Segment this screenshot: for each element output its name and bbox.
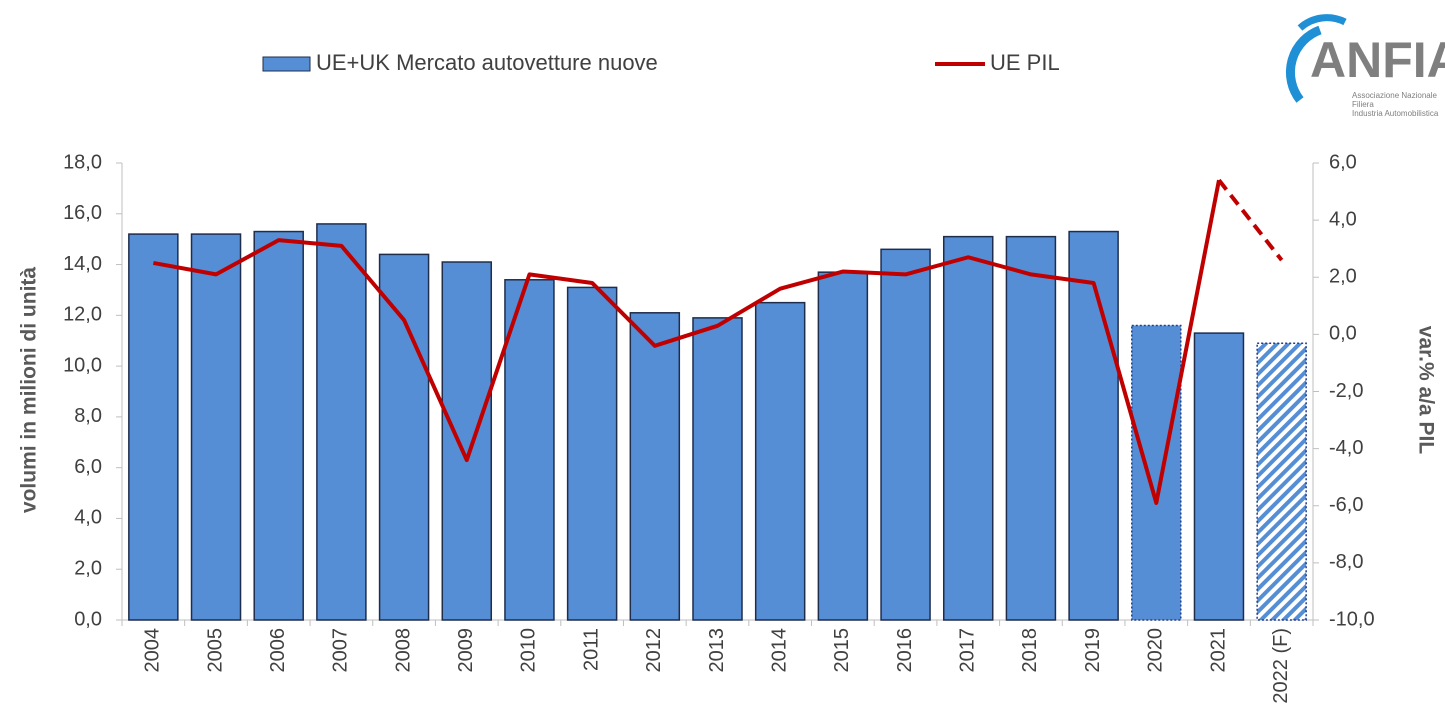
y-tick-label: 4,0 [74,507,102,529]
bar [754,301,806,621]
line-forecast [1217,178,1284,262]
line [152,179,1221,505]
y-tick-label: 0,0 [74,608,102,630]
y-tick-label: 14,0 [63,253,102,275]
bar [692,317,743,621]
x-tick-label: 2007 [330,628,352,673]
y2-tick-label: 4,0 [1329,208,1357,230]
x-tick-label: 2010 [518,628,540,673]
y-axis-label: volumi in milioni di unità [18,267,41,513]
x-tick-label: 2019 [1082,628,1104,673]
logo-subtext: Filiera [1352,100,1374,109]
y-tick-label: 8,0 [74,405,102,427]
bar [1005,235,1057,621]
bar [566,286,618,621]
y2-tick-label: -10,0 [1329,608,1375,630]
x-tick-label: 2008 [392,628,414,673]
bar [817,271,869,621]
y-tick-label: 12,0 [63,304,102,326]
y2-tick-label: -2,0 [1329,380,1363,402]
y2-tick-label: -6,0 [1329,494,1363,516]
x-tick-label: 2006 [267,628,289,673]
bar [880,248,931,621]
y-tick-label: 10,0 [63,354,102,376]
bar [1131,324,1182,621]
x-tick-label: 2018 [1019,628,1041,673]
x-tick-label: 2004 [142,628,164,673]
x-tick-label: 2016 [894,628,916,673]
logo-arc [1297,14,1347,31]
y-tick-label: 2,0 [74,558,102,580]
y2-tick-label: 0,0 [1329,323,1357,345]
x-tick-label: 2020 [1145,628,1167,673]
x-tick-label: 2009 [455,628,477,673]
x-tick-label: 2013 [706,628,728,673]
bar [1193,332,1245,621]
logo: ANFIA Associazione Nazionale Filiera Ind… [1285,14,1445,118]
x-tick-label: 2014 [768,628,790,673]
bar [253,230,304,621]
legend-label: UE PIL [990,50,1060,75]
bar [441,261,493,621]
y2-tick-label: -4,0 [1329,437,1363,459]
x-tick-label: 2022 (F) [1270,628,1292,704]
logo-subtext: Industria Automobilistica [1352,109,1439,118]
bar [378,253,430,621]
logo-arc [1285,25,1322,103]
y2-axis-label: var.% a/a PIL [1414,326,1437,455]
logo-text: ANFIA [1310,32,1445,88]
bar [316,223,367,621]
bar [629,312,681,621]
bar [1068,230,1119,621]
legend-swatch [262,56,311,72]
y2-tick-label: 2,0 [1329,266,1357,288]
y-tick-label: 18,0 [63,151,102,173]
y2-tick-label: 6,0 [1329,151,1357,173]
legend-label: UE+UK Mercato autovetture nuove [316,50,658,75]
x-tick-label: 2015 [831,628,853,673]
y-tick-label: 16,0 [63,202,102,224]
bar [190,233,242,621]
bar [128,233,179,621]
bar [942,235,994,621]
logo-subtext: Associazione Nazionale [1352,91,1437,100]
x-tick-label: 2005 [204,628,226,673]
x-tick-label: 2021 [1207,628,1229,673]
y-tick-label: 6,0 [74,456,102,478]
x-tick-label: 2017 [957,628,979,673]
bar [1256,342,1307,621]
y2-tick-label: -8,0 [1329,551,1363,573]
x-tick-label: 2012 [643,628,665,673]
x-tick-label: 2011 [580,628,602,671]
